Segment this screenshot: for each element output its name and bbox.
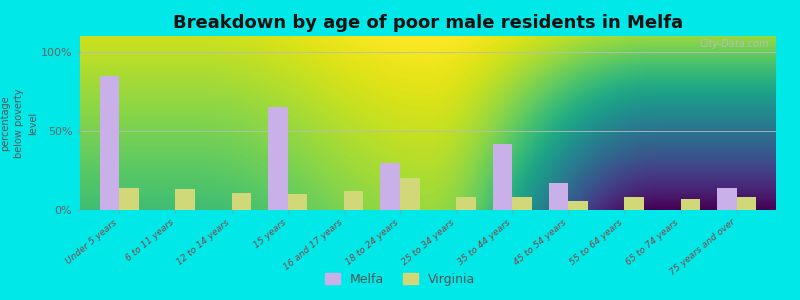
Bar [119,188,139,210]
Bar [493,144,512,210]
Bar [100,76,119,210]
Bar [175,189,195,210]
Bar [549,183,568,210]
Bar [681,199,700,210]
Bar [717,188,737,210]
Bar [568,200,588,210]
Bar [456,197,476,210]
Bar [512,197,532,210]
Bar [288,194,307,210]
Bar [268,107,288,210]
Bar [380,163,400,210]
Bar [737,197,756,210]
Bar [231,193,251,210]
Bar [344,191,363,210]
Y-axis label: percentage
below poverty
level: percentage below poverty level [0,88,38,158]
Bar [400,178,419,210]
Legend: Melfa, Virginia: Melfa, Virginia [320,268,480,291]
Bar [625,197,644,210]
Text: City-Data.com: City-Data.com [699,40,769,50]
Title: Breakdown by age of poor male residents in Melfa: Breakdown by age of poor male residents … [173,14,683,32]
